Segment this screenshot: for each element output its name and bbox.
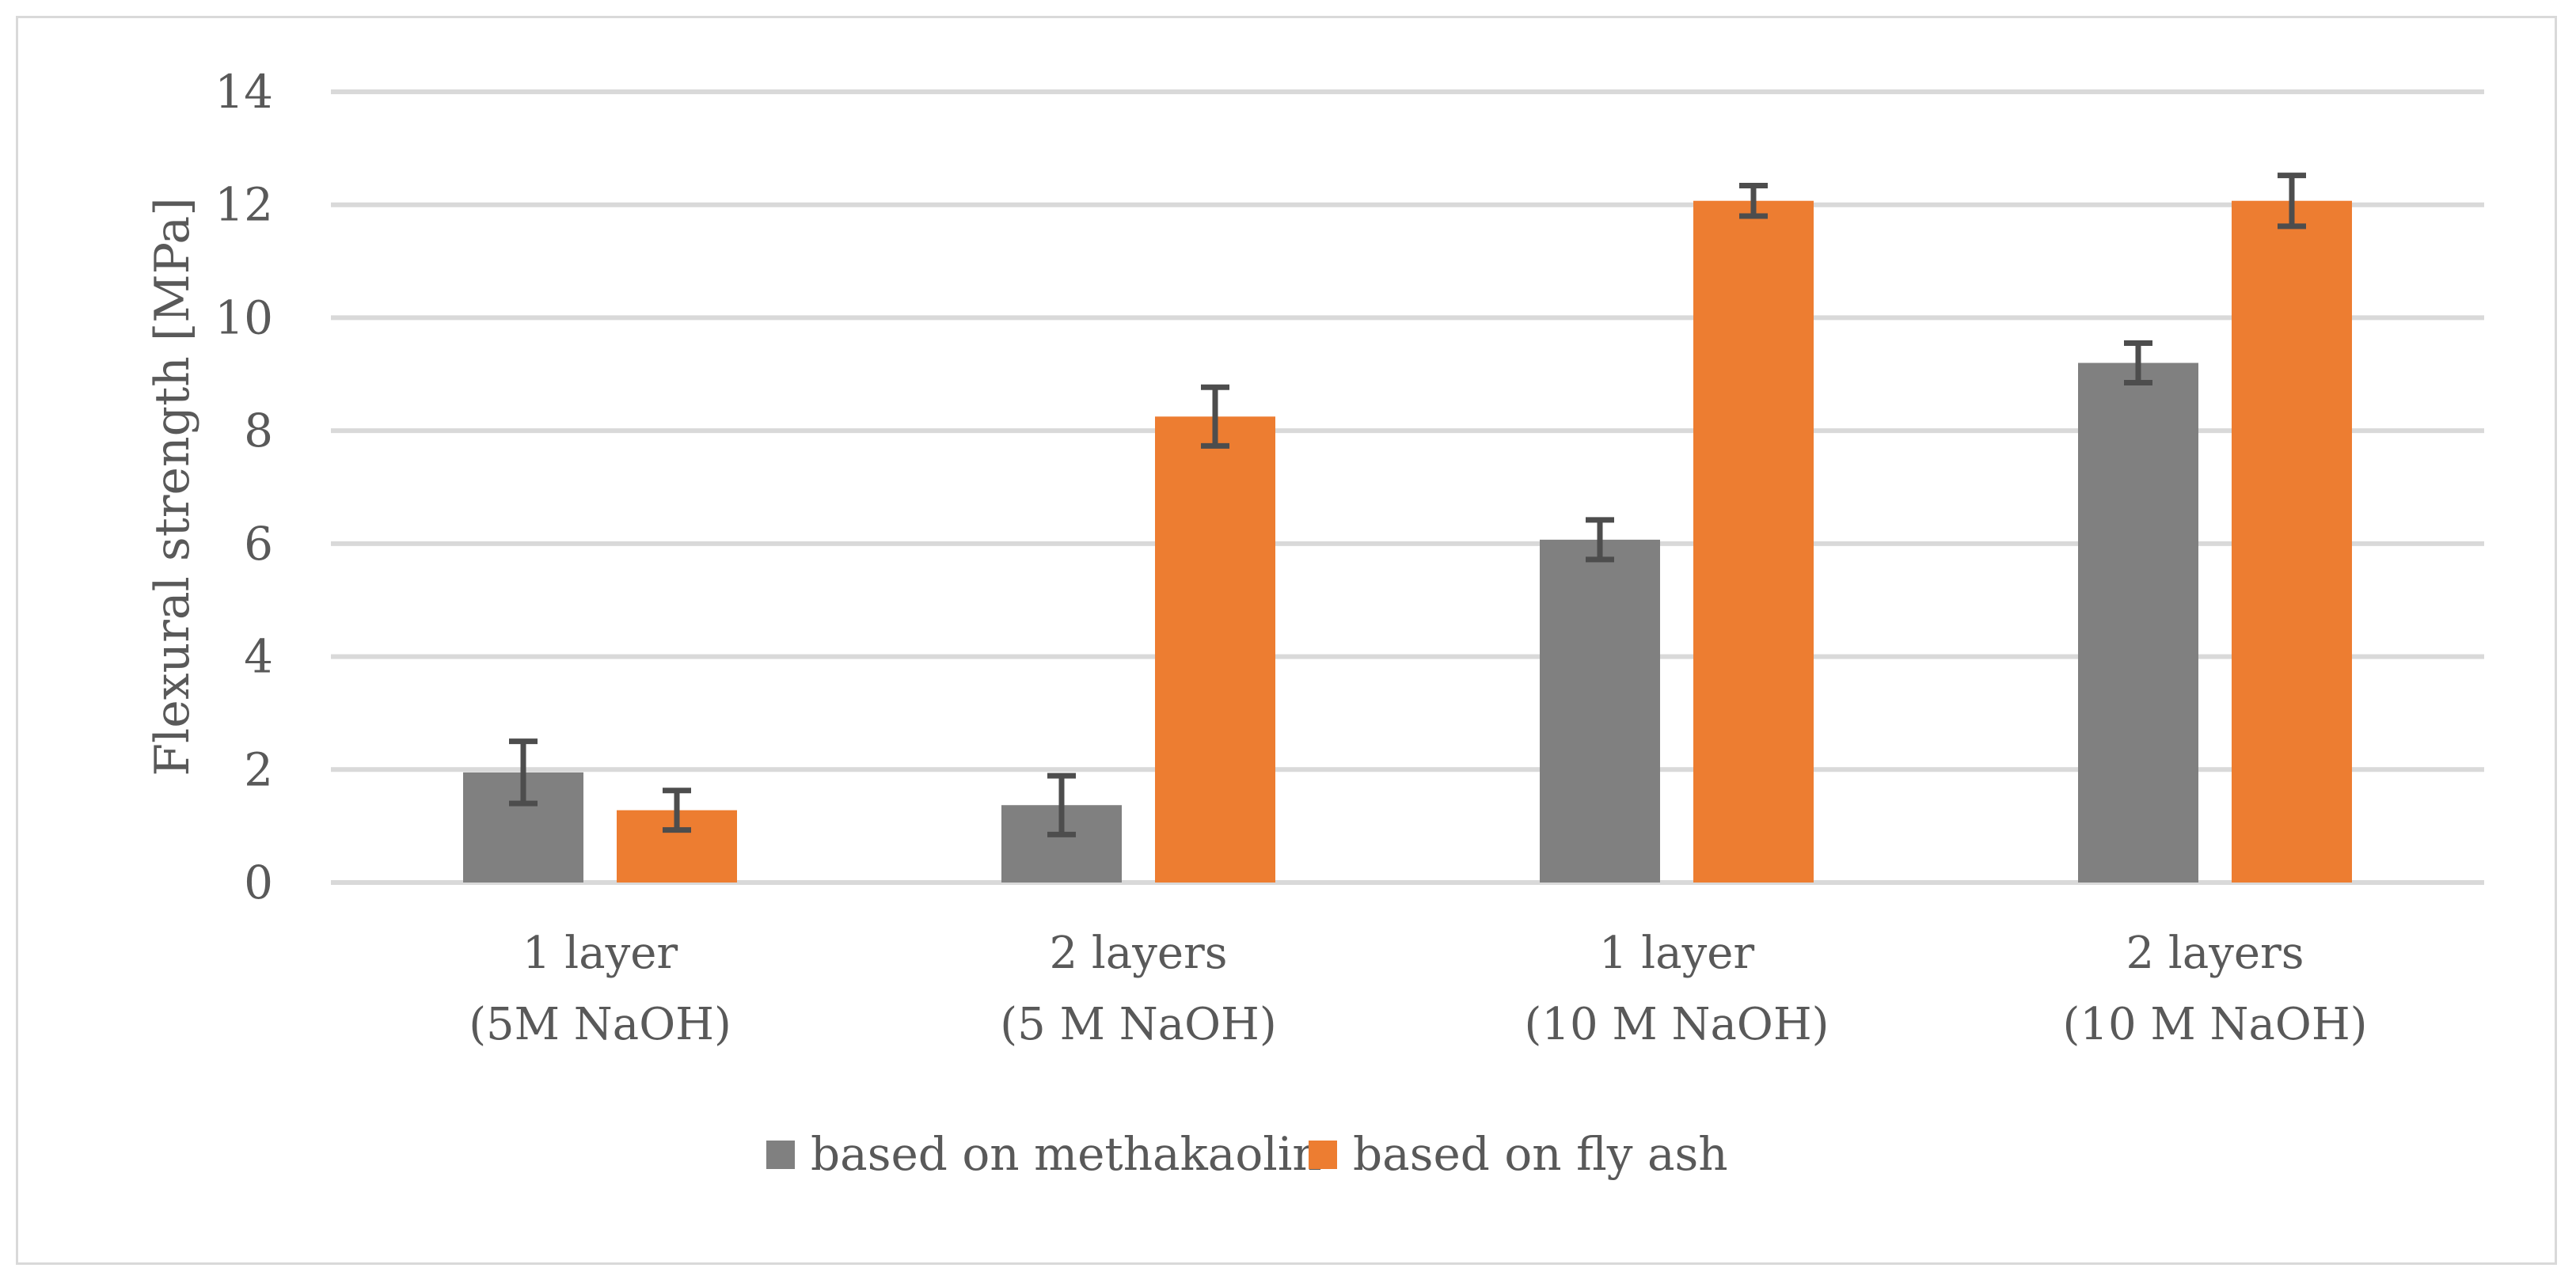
- legend-swatch: [1309, 1141, 1337, 1169]
- category-label: 1 layer: [1599, 928, 1755, 979]
- error-bar-fly-ash-0: [663, 788, 691, 833]
- label-layer: 0 2 4 6 8 10 12 14 1 layer (5M NaOH) 2 layers (5 M …: [215, 65, 2367, 1050]
- legend-item-fly-ash: based on fly ash: [1309, 1127, 1728, 1181]
- y-tick-label: 10: [215, 290, 273, 344]
- y-tick-label: 4: [244, 630, 273, 684]
- bar-fly-ash-2: [1693, 200, 1814, 883]
- error-bar-methakaolin-3: [2124, 340, 2152, 385]
- category-label: (5 M NaOH): [1000, 999, 1276, 1050]
- bar-fly-ash-1: [1155, 416, 1275, 883]
- legend-item-methakaolin: based on methakaolin: [766, 1127, 1322, 1181]
- error-bar-fly-ash-2: [1739, 182, 1768, 219]
- error-bar-fly-ash-1: [1201, 384, 1229, 449]
- error-bar-methakaolin-2: [1586, 517, 1614, 563]
- bar-layer: [463, 173, 2352, 883]
- category-label: (10 M NaOH): [2062, 999, 2367, 1050]
- legend-label: based on fly ash: [1353, 1127, 1728, 1181]
- legend: based on methakaolin based on fly ash: [766, 1127, 1728, 1181]
- error-bar-methakaolin-0: [509, 738, 538, 807]
- error-bar-fly-ash-3: [2278, 173, 2306, 230]
- category-label: 2 layers: [1049, 928, 1227, 979]
- chart-frame: 0 2 4 6 8 10 12 14 1 layer (5M NaOH) 2 layers (5 M …: [16, 16, 2557, 1265]
- y-tick-label: 0: [244, 856, 273, 909]
- y-tick-label: 12: [215, 178, 273, 232]
- category-label: 1 layer: [522, 928, 678, 979]
- category-label: (5M NaOH): [469, 999, 731, 1050]
- bar-methakaolin-2: [1540, 539, 1660, 883]
- bar-chart: 0 2 4 6 8 10 12 14 1 layer (5M NaOH) 2 layers (5 M …: [145, 65, 2484, 1181]
- category-label: (10 M NaOH): [1524, 999, 1829, 1050]
- bar-methakaolin-3: [2078, 363, 2198, 883]
- y-tick-label: 6: [244, 517, 273, 571]
- y-tick-label: 14: [215, 65, 273, 119]
- y-tick-label: 8: [244, 404, 273, 457]
- category-label: 2 layers: [2126, 928, 2304, 979]
- grid-layer: [331, 89, 2484, 885]
- legend-swatch: [766, 1141, 795, 1169]
- bar-fly-ash-3: [2232, 200, 2352, 883]
- legend-label: based on methakaolin: [811, 1127, 1322, 1181]
- y-tick-label: 2: [244, 742, 273, 796]
- y-axis-title: Flexural strength [MPa]: [145, 197, 200, 776]
- error-bar-methakaolin-1: [1047, 772, 1076, 837]
